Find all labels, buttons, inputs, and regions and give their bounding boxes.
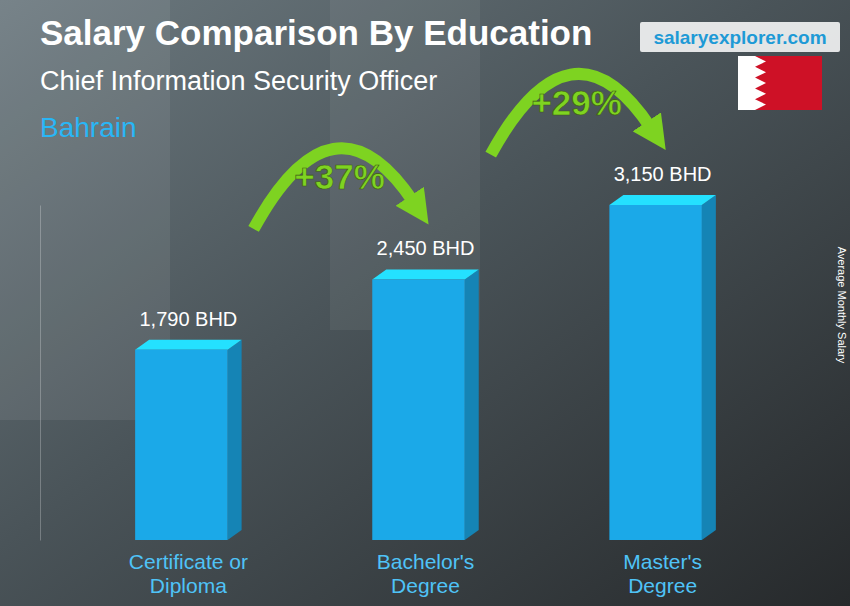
data-label: 2,450 BHD xyxy=(377,237,475,259)
x-tick: Bachelor'sDegree xyxy=(377,540,474,597)
y-axis-line xyxy=(40,206,41,541)
x-tick-label: Bachelor'sDegree xyxy=(377,550,474,597)
x-tick: Master'sDegree xyxy=(623,540,702,597)
x-axis: Certificate orDiploma Bachelor'sDegree Mas… xyxy=(72,540,781,597)
bar xyxy=(372,279,464,540)
bar-group xyxy=(372,269,478,540)
bar-side xyxy=(228,340,242,540)
bar-top xyxy=(609,195,715,205)
subtitle: Chief Information Security Officer xyxy=(40,66,437,96)
bar-group xyxy=(609,195,715,540)
growth-label: +37% xyxy=(294,157,385,196)
chart-svg: Certificate orDiploma Bachelor'sDegree Mas… xyxy=(0,0,850,606)
background xyxy=(0,0,850,606)
growth-arrow xyxy=(491,74,651,155)
chart-root: Certificate orDiploma Bachelor'sDegree Mas… xyxy=(0,0,850,606)
bar xyxy=(609,205,701,540)
title: Salary Comparison By Education xyxy=(40,13,592,52)
x-tick: Certificate orDiploma xyxy=(129,540,248,597)
growth-label: +29% xyxy=(531,83,622,122)
x-tick-label: Master'sDegree xyxy=(623,550,702,597)
bar-group xyxy=(135,340,241,540)
brand: salaryexplorer.com xyxy=(653,27,826,48)
x-axis-line xyxy=(72,540,781,541)
y-axis xyxy=(40,206,41,541)
brand-box xyxy=(640,22,840,52)
flag xyxy=(738,56,822,110)
flag-red xyxy=(738,56,822,110)
bar-side xyxy=(465,269,479,540)
data-label: 3,150 BHD xyxy=(614,163,712,185)
data-label: 1,790 BHD xyxy=(139,308,237,330)
bar xyxy=(135,350,227,540)
growth-arrow xyxy=(254,148,414,229)
location: Bahrain xyxy=(40,112,137,143)
x-tick-label: Certificate orDiploma xyxy=(129,550,248,597)
bars xyxy=(135,195,716,540)
bar-side xyxy=(702,195,716,540)
bar-top xyxy=(135,340,241,350)
y-axis-title: Average Monthly Salary xyxy=(836,247,848,364)
bar-top xyxy=(372,269,478,279)
flag-white xyxy=(738,56,766,110)
